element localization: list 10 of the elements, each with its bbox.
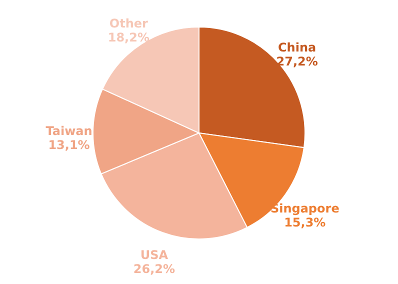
data-label: 27,2% — [276, 54, 318, 69]
data-label: 26,2% — [133, 262, 176, 276]
slice-label: Other — [109, 16, 148, 31]
slice-label: Taiwan — [46, 124, 92, 138]
slice-label: Singapore — [270, 201, 340, 216]
data-label: 13,1% — [48, 138, 90, 152]
slice-label: USA — [140, 248, 169, 262]
data-label: 15,3% — [284, 215, 326, 230]
slice-label: China — [278, 40, 316, 55]
data-label: 18,2% — [108, 30, 150, 45]
